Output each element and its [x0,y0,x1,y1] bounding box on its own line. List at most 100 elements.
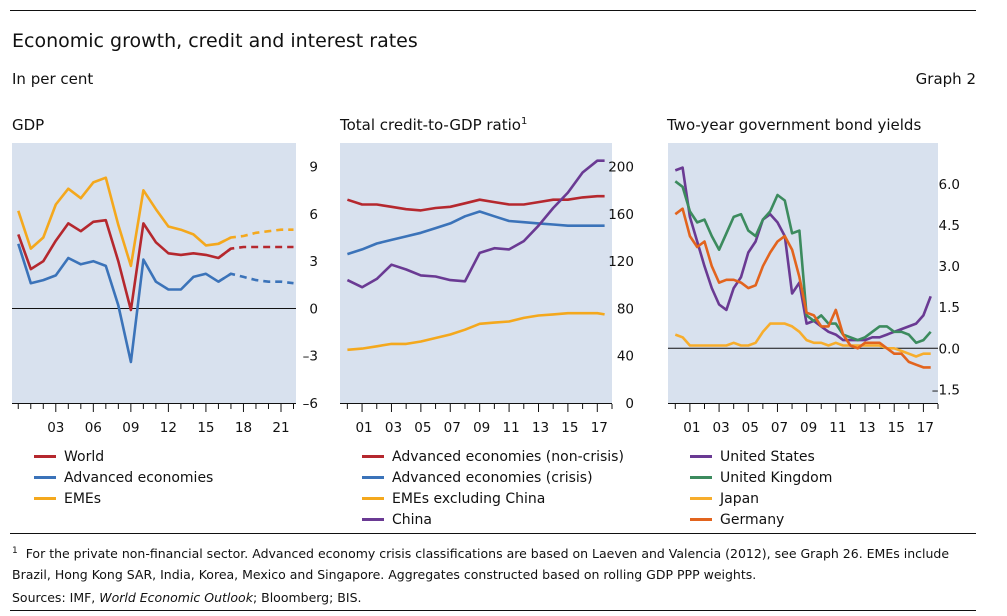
legend-item-china: China [362,509,624,530]
legend-item-advanced-economies: Advanced economies [34,467,213,488]
gdp-y-tick-label: 9 [309,160,318,176]
legend-item-united-kingdom: United Kingdom [690,467,832,488]
credit-y-tick-label: 40 [617,349,634,365]
legend-swatch [362,497,384,500]
footnote-text: For the private non-financial sector. Ad… [12,546,950,583]
legend-item-world: World [34,446,213,467]
bottom-rule [10,610,976,611]
legend-label: Germany [720,511,785,528]
yields-x-tick-label: 09 [800,420,817,436]
yields-y-tick-label: 1.5 [939,300,960,316]
legend-label: China [392,511,432,528]
gdp-x-tick-label: 21 [272,420,289,436]
yields-panel-title: Two-year government bond yields [667,116,922,134]
series-line-united-kingdom [674,180,932,345]
legend-swatch [34,476,56,479]
gdp-panel-title: GDP [12,116,45,134]
credit-x-tick-label: 11 [502,420,519,436]
credit-y-tick-label: 0 [625,396,634,412]
yields-x-tick-label: 13 [858,420,875,436]
legend-item-germany: Germany [690,509,832,530]
legend-label: Advanced economies (crisis) [392,469,593,486]
credit-plot-area [340,143,612,403]
gdp-x-tick-label: 12 [160,420,177,436]
footnote-rule [10,533,976,534]
yields-x-tick-label: 03 [712,420,729,436]
legend-swatch [690,497,712,500]
credit-x-tick-label: 01 [355,420,372,436]
sources-suffix: ; Bloomberg; BIS. [252,590,362,605]
legend-swatch [34,455,56,458]
gdp-y-tick-label: 3 [309,254,318,270]
credit-legend: Advanced economies (non-crisis) Advanced… [362,446,624,530]
legend-item-japan: Japan [690,488,832,509]
gdp-y-tick-label: 6 [309,207,318,223]
gdp-x-tick-label: 15 [197,420,214,436]
gdp-legend: World Advanced economies EMEs [34,446,213,509]
yields-x-tick-label: 07 [771,420,788,436]
credit-y-tick-label: 200 [608,160,634,176]
credit-x-tick-label: 05 [414,420,431,436]
legend-label: Japan [720,490,760,507]
credit-y-tick-label: 80 [617,301,634,317]
credit-panel: 01 03 05 07 09 11 13 15 17 200 160 120 80 40 0 [340,143,634,436]
yields-y-tick-label: –1.5 [932,382,960,398]
legend-label: Advanced economies [64,469,214,486]
series-line-emes [17,176,232,268]
footnote-marker: 1 [12,546,18,556]
series-line-advanced-economies-non-crisis [346,194,605,212]
yields-y-tick-label: 6.0 [939,177,960,193]
legend-swatch [34,497,56,500]
credit-x-tick-label: 15 [561,420,578,436]
legend-label: EMEs excluding China [392,490,546,507]
gdp-y-tick-label: 0 [309,301,318,317]
legend-swatch [362,518,384,521]
legend-swatch [690,518,712,521]
yields-x-tick-label: 11 [829,420,846,436]
series-forecast-line-advanced-economies [217,272,294,285]
credit-title-footnote-marker: 1 [520,116,528,127]
credit-x-tick-label: 13 [532,420,549,436]
legend-label: United Kingdom [720,469,833,486]
yields-y-tick-label: 3.0 [939,259,960,275]
gdp-y-tick-label: –6 [303,396,318,412]
legend-swatch [362,455,384,458]
legend-label: World [64,448,105,465]
credit-panel-title-text: Total credit-to-GDP ratio [340,116,521,134]
series-line-world [17,218,232,312]
graph-title: Economic growth, credit and interest rat… [12,30,418,52]
yields-y-tick-label: 0.0 [939,341,960,357]
gdp-plot-area [12,143,296,403]
legend-item-united-states: United States [690,446,832,467]
legend-item-emes: EMEs [34,488,213,509]
yields-y-tick-label: 4.5 [939,218,960,234]
gdp-x-tick-label: 09 [122,420,139,436]
series-forecast-line-world [217,245,294,260]
yields-x-tick-label: 17 [917,420,934,436]
credit-y-tick-label: 120 [608,254,634,270]
credit-x-tick-label: 03 [385,420,402,436]
legend-item-emes-ex-china: EMEs excluding China [362,488,624,509]
yields-x-tick-label: 15 [888,420,905,436]
top-rule [10,10,976,11]
sources-line: Sources: IMF, World Economic Outlook; Bl… [12,590,361,605]
units-label: In per cent [12,70,94,88]
yields-x-tick-label: 01 [683,420,700,436]
series-forecast-line-emes [217,228,294,245]
gdp-x-tick-label: 03 [47,420,64,436]
legend-swatch [690,455,712,458]
series-line-advanced-economies-crisis [347,210,605,256]
yields-x-tick-label: 05 [742,420,759,436]
sources-prefix: Sources: IMF, [12,590,100,605]
credit-x-tick-label: 07 [444,420,461,436]
footnote: 1 For the private non-financial sector. … [12,541,978,585]
yields-legend: United States United Kingdom Japan Germa… [690,446,832,530]
graph-number: Graph 2 [915,70,976,88]
gdp-x-tick-label: 18 [235,420,252,436]
credit-panel-title: Total credit-to-GDP ratio1 [340,116,527,134]
series-line-advanced-economies [17,243,232,364]
credit-y-tick-label: 160 [608,207,634,223]
yields-panel: 01 03 05 07 09 11 13 15 17 6.0 4.5 3.0 1.5 0.0 –1.5 [668,143,960,436]
legend-item-ae-crisis: Advanced economies (crisis) [362,467,624,488]
gdp-panel: 03 06 09 12 15 18 21 9 6 3 0 –3 –6 [12,143,318,436]
